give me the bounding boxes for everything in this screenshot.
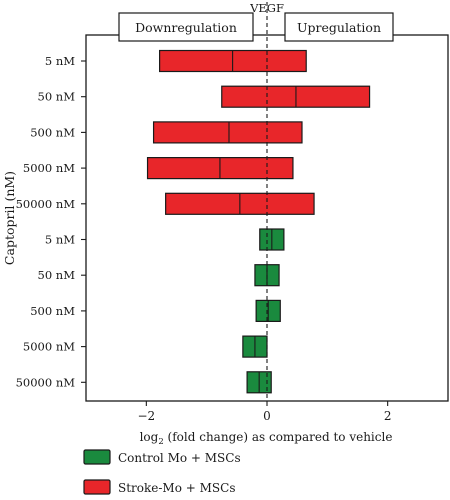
y-tick-label: 50 nM [38,268,76,282]
y-tick-label: 5000 nM [23,340,75,354]
y-tick-label: 50000 nM [16,197,76,211]
x-tick-label: 0 [263,409,271,423]
y-tick-label: 5000 nM [23,161,75,175]
y-tick-label: 500 nM [30,125,75,139]
y-axis-title: Captopril (nM) [2,171,17,265]
y-tick-label: 50000 nM [16,375,76,389]
x-axis-title: log2 (fold change) as compared to vehicl… [140,430,393,447]
downregulation-label: Downregulation [135,20,237,35]
upregulation-box [284,12,394,42]
legend-swatch-1 [83,479,111,495]
legend-label-1: Stroke-Mo + MSCs [118,481,235,495]
x-tick-label: −2 [137,409,155,423]
y-tick-label: 500 nM [30,304,75,318]
legend-swatch-0 [83,449,111,465]
legend-label-0: Control Mo + MSCs [118,451,241,465]
y-tick-label: 50 nM [38,90,76,104]
y-tick-label: 5 nM [45,233,75,247]
upregulation-label: Upregulation [297,20,381,35]
ticks: 5 nM 50 nM 500 nM 5000 nM 50000 nM 5 nM 50 nM 5… [16,54,392,423]
legend: Control Mo + MSCs Stroke-Mo + MSCs [83,449,241,495]
x-tick-label: 2 [384,409,392,423]
x-axis-title-subscript: 2 [158,437,163,447]
x-axis-title-log: log [140,430,159,444]
y-tick-label: 5 nM [45,54,75,68]
downregulation-box [118,12,254,42]
x-axis-title-rest: (fold change) as compared to vehicle [164,430,393,444]
bar-stroke-2 [152,121,303,144]
chart-title: VEGF [249,1,284,15]
bars [146,49,371,394]
